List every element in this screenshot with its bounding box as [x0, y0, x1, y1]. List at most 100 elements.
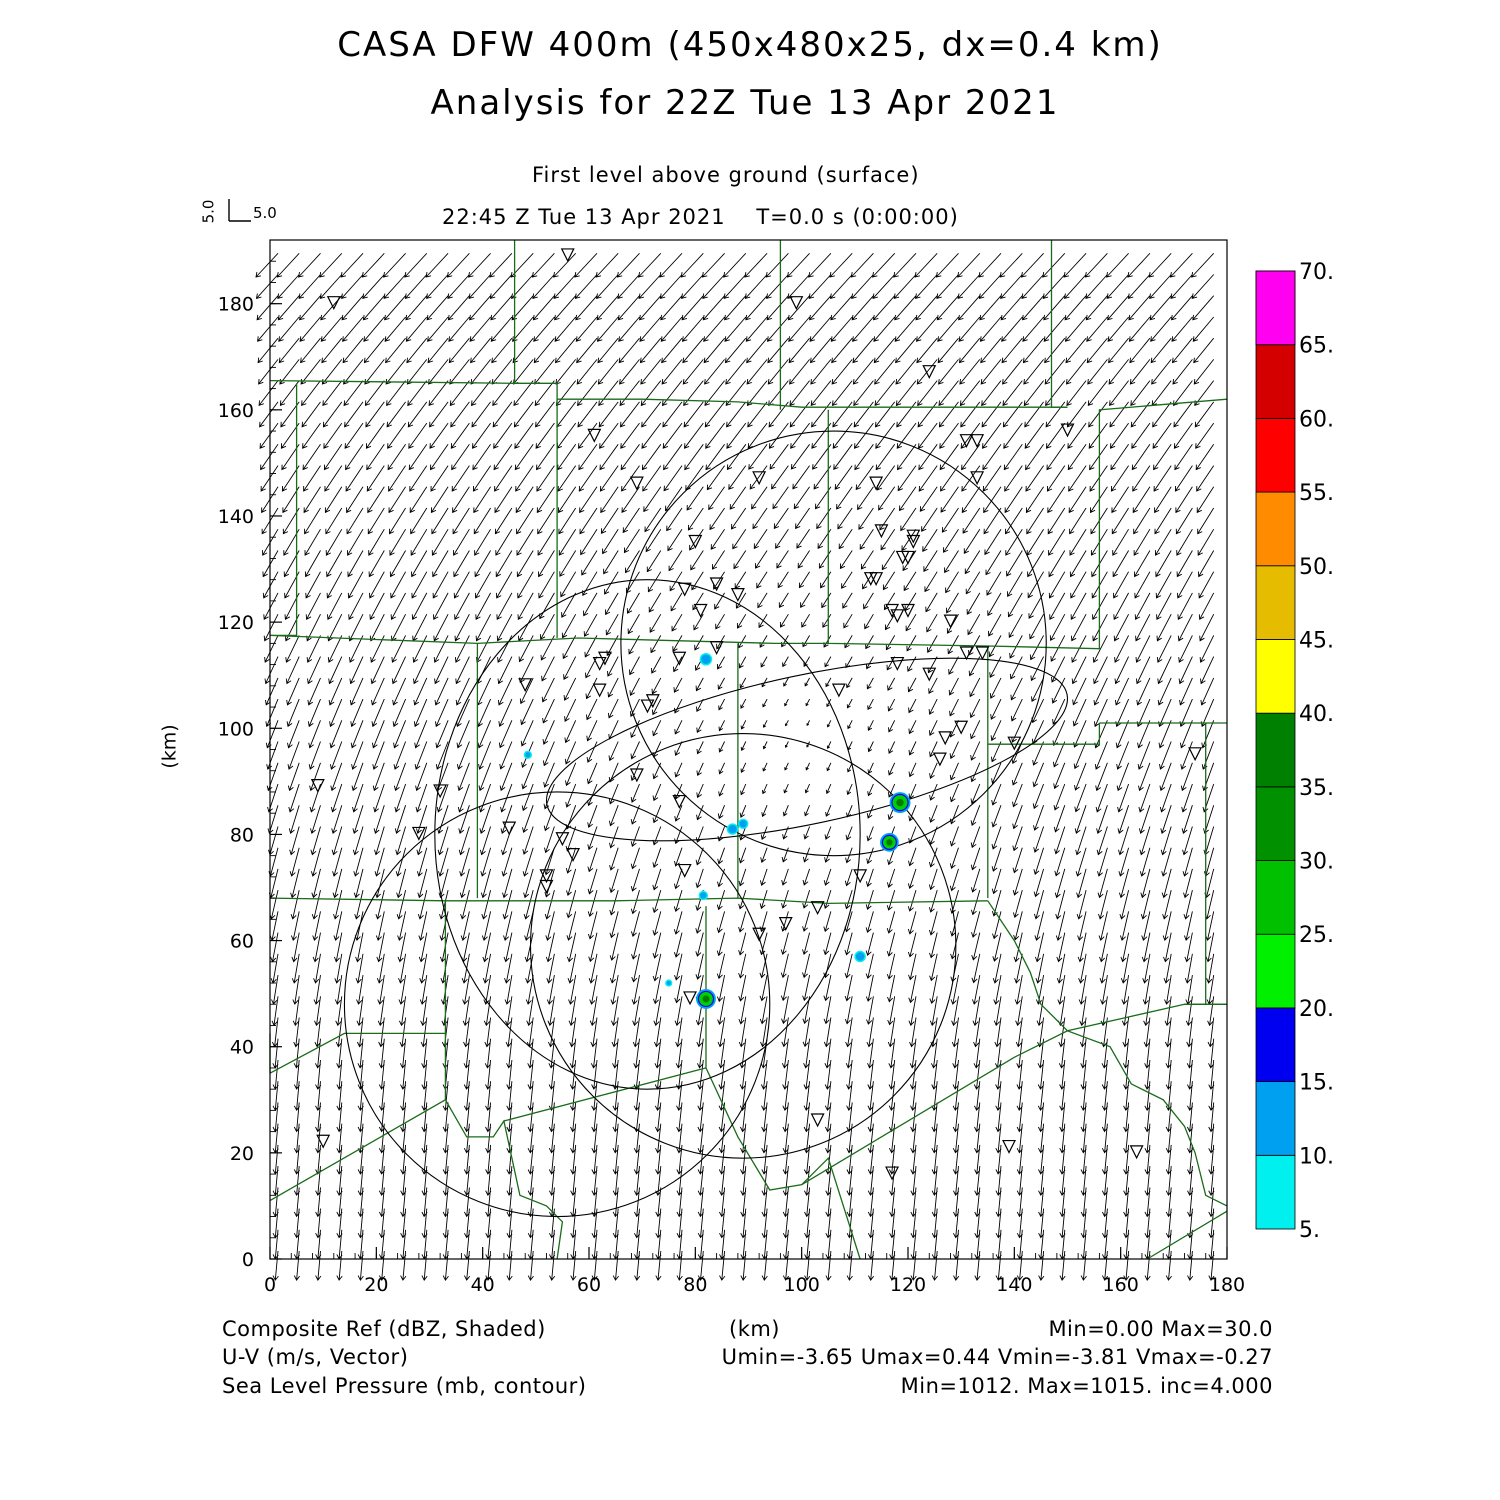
station-triangle-icon	[688, 534, 703, 549]
station-triangle-icon	[869, 476, 884, 491]
footer-field3-range: Min=1012. Max=1015. inc=4.000	[900, 1374, 1273, 1398]
colorbar-label: 50.	[1299, 555, 1334, 580]
pressure-contours	[343, 430, 1069, 1218]
station-triangle-icon	[874, 524, 889, 539]
pressure-contour	[545, 657, 1069, 842]
station-triangle-icon	[810, 901, 825, 916]
county-line	[987, 900, 1228, 1207]
station-triangle-icon	[954, 720, 969, 735]
pressure-contour	[343, 791, 771, 1218]
colorbar-label: 45.	[1299, 628, 1334, 653]
colorbar-label: 55.	[1299, 481, 1334, 506]
station-triangle-icon	[592, 683, 607, 698]
colorbar-segment	[1255, 491, 1296, 567]
x-tick-label: 80	[683, 1274, 707, 1296]
station-triangle-icon	[433, 784, 448, 799]
station-triangle-icon	[597, 651, 612, 666]
station-triangle-icon	[672, 794, 687, 809]
station-triangle-icon	[1129, 1145, 1144, 1160]
title-line-1: CASA DFW 400m (450x480x25, dx=0.4 km)	[337, 25, 1163, 65]
station-triangle-icon	[970, 471, 985, 486]
station-triangle-icon	[970, 434, 985, 449]
station-triangle-icon	[629, 768, 644, 783]
station-triangle-icon	[629, 476, 644, 491]
vector-key-icon	[228, 199, 251, 222]
station-triangle-icon	[906, 529, 921, 544]
colorbar-label: 65.	[1299, 334, 1334, 359]
station-triangle-icon	[1188, 747, 1203, 762]
colorbar-segment	[1255, 344, 1296, 419]
county-line	[987, 723, 1101, 745]
station-triangle-icon	[310, 779, 325, 793]
footer-field2-name: U-V (m/s, Vector)	[222, 1345, 409, 1369]
station-markers	[310, 248, 1203, 1181]
x-tick-label: 40	[471, 1274, 495, 1296]
station-triangle-icon	[778, 917, 793, 931]
county-line	[827, 398, 1228, 650]
colorbar-segment	[1255, 860, 1296, 935]
y-tick-label: 0	[242, 1249, 254, 1271]
y-tick-label: 80	[230, 824, 254, 846]
y-tick-label: 100	[218, 718, 254, 740]
echo-10dbz	[666, 980, 671, 986]
pressure-contour	[529, 733, 957, 1159]
colorbar-label: 40.	[1299, 702, 1334, 727]
county-line	[269, 1098, 564, 1260]
station-triangle-icon	[518, 678, 533, 693]
station-triangle-icon	[906, 534, 921, 549]
station-triangle-icon	[789, 296, 804, 311]
title-line-2: Analysis for 22Z Tue 13 Apr 2021	[430, 83, 1060, 123]
y-tick-label: 180	[218, 294, 254, 316]
colorbar-segment	[1255, 1081, 1296, 1156]
colorbar-segment	[1255, 565, 1296, 640]
station-triangle-icon	[539, 879, 554, 894]
colorbar-label: 5.	[1299, 1218, 1320, 1243]
station-triangle-icon	[901, 550, 915, 565]
echo-30dbz	[702, 995, 710, 1003]
wind-vector-field	[255, 252, 1215, 1281]
county-line	[1146, 1210, 1228, 1260]
footer-field1-range: Min=0.00 Max=30.0	[1048, 1317, 1273, 1341]
x-tick-label: 120	[890, 1274, 926, 1296]
station-triangle-icon	[730, 587, 745, 602]
station-triangle-icon	[677, 863, 692, 878]
colorbar-segment	[1255, 639, 1296, 714]
colorbar-label: 25.	[1299, 923, 1334, 948]
station-triangle-icon	[326, 296, 341, 311]
station-triangle-icon	[555, 832, 570, 847]
x-tick-label: 160	[1103, 1274, 1139, 1296]
station-triangle-icon	[693, 603, 708, 618]
colorbar-segment	[1255, 1007, 1296, 1083]
station-triangle-icon	[411, 826, 426, 841]
echo-10dbz	[855, 952, 865, 961]
x-tick-label: 140	[996, 1274, 1032, 1296]
station-triangle-icon	[539, 869, 554, 884]
footer-field3-name: Sea Level Pressure (mb, contour)	[222, 1374, 587, 1398]
station-triangle-icon	[922, 365, 937, 380]
colorbar-segment	[1255, 933, 1296, 1009]
y-tick-label: 120	[218, 612, 254, 634]
y-tick-label: 40	[230, 1037, 254, 1059]
station-triangle-icon	[943, 614, 958, 629]
station-triangle-icon	[810, 1113, 825, 1128]
colorbar-label: 30.	[1299, 850, 1334, 875]
pressure-contour	[620, 430, 1047, 857]
vector-key-u-label: 5.0	[253, 204, 277, 222]
station-triangle-icon	[645, 694, 660, 709]
footer-field1-name: Composite Ref (dBZ, Shaded)	[222, 1317, 546, 1341]
colorbar: 5. 10. 15. 20. 25. 30. 35. 40. 45. 50. 55. 60. 65. 70…	[1255, 260, 1334, 1243]
station-triangle-icon	[1002, 1139, 1016, 1154]
county-line	[269, 634, 829, 645]
station-triangle-icon	[959, 646, 974, 661]
station-triangle-icon	[709, 641, 724, 656]
pressure-contour	[434, 579, 861, 1090]
x-tick-label: 100	[784, 1274, 820, 1296]
station-triangle-icon	[1060, 423, 1075, 438]
axis-ticks: 0 20 40 60 80 100 120 140 160 180 0 20 40 60 80 100 120 1…	[218, 239, 1245, 1296]
station-triangle-icon	[752, 471, 767, 486]
colorbar-label: 70.	[1299, 260, 1334, 285]
colorbar-label: 35.	[1299, 776, 1334, 801]
station-triangle-icon	[587, 428, 602, 443]
x-axis-label: (km)	[729, 1317, 781, 1341]
wind-vectors	[255, 252, 1215, 1281]
